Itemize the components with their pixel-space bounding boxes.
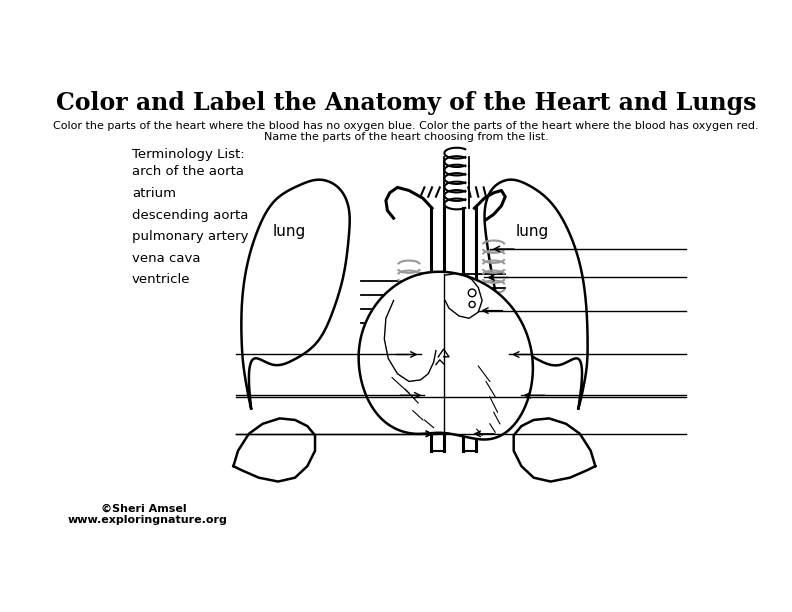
Polygon shape [234, 419, 315, 482]
Text: Color the parts of the heart where the blood has no oxygen blue. Color the parts: Color the parts of the heart where the b… [53, 121, 759, 131]
Text: lung: lung [273, 224, 307, 239]
Text: Color and Label the Anatomy of the Heart and Lungs: Color and Label the Anatomy of the Heart… [55, 91, 756, 114]
Text: ventricle: ventricle [131, 274, 190, 286]
Text: descending aorta: descending aorta [131, 209, 248, 222]
Text: Terminology List:: Terminology List: [131, 147, 245, 161]
Text: vena cava: vena cava [131, 252, 200, 265]
Polygon shape [431, 208, 444, 451]
Text: pulmonary artery: pulmonary artery [131, 230, 248, 243]
Text: arch of the aorta: arch of the aorta [131, 165, 244, 179]
Text: lung: lung [516, 224, 549, 239]
Polygon shape [463, 208, 476, 451]
Polygon shape [514, 419, 596, 482]
Polygon shape [485, 180, 588, 408]
Text: www.exploringnature.org: www.exploringnature.org [67, 515, 227, 525]
Circle shape [469, 301, 475, 307]
Text: atrium: atrium [131, 187, 176, 200]
Text: ©Sheri Amsel: ©Sheri Amsel [101, 504, 186, 513]
Circle shape [468, 289, 476, 297]
Polygon shape [242, 180, 350, 408]
Polygon shape [359, 272, 533, 439]
Text: Name the parts of the heart choosing from the list.: Name the parts of the heart choosing fro… [264, 132, 548, 143]
